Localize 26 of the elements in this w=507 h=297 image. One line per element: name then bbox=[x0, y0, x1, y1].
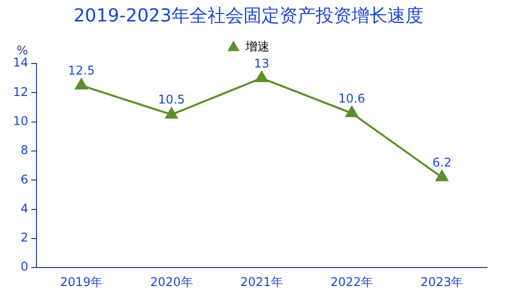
y-tick-label: 10 bbox=[12, 114, 28, 128]
data-label: 13 bbox=[254, 56, 270, 70]
point bbox=[436, 170, 448, 182]
data-label: 6.2 bbox=[432, 155, 452, 170]
data-label: 12.5 bbox=[68, 64, 95, 78]
data-label: 10.5 bbox=[158, 92, 185, 107]
point bbox=[165, 108, 178, 119]
y-tick-label: 0 bbox=[20, 260, 28, 274]
x-tick-label: 2023年 bbox=[420, 274, 464, 289]
y-tick-label: 14 bbox=[12, 56, 28, 70]
x-tick-label: 2020年 bbox=[150, 274, 193, 289]
y-tick-label: 6 bbox=[20, 172, 28, 186]
point bbox=[255, 71, 268, 82]
y-tick-label: 12 bbox=[12, 84, 28, 99]
x-tick-label: 2021年 bbox=[240, 274, 283, 289]
y-tick-label: 4 bbox=[20, 201, 28, 216]
point bbox=[75, 78, 88, 90]
legend-label: 增速 bbox=[244, 40, 270, 54]
y-axis-title: % bbox=[16, 44, 28, 58]
y-tick-label: 2 bbox=[20, 230, 28, 245]
x-tick-label: 2022年 bbox=[330, 274, 374, 289]
data-label: 10.6 bbox=[338, 91, 366, 106]
point bbox=[346, 106, 358, 118]
x-tick-label: 2019年 bbox=[60, 274, 103, 289]
chart-title: 2019-2023年全社会固定资产投资增长速度 bbox=[73, 5, 424, 26]
y-tick-label: 8 bbox=[20, 143, 28, 158]
